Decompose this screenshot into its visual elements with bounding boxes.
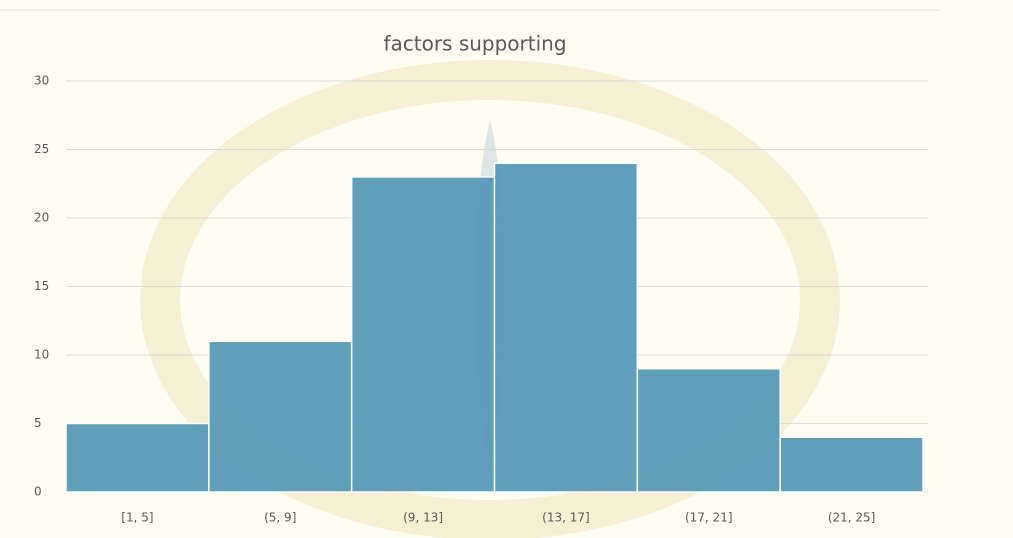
x-tick-label: (9, 13]	[403, 511, 443, 525]
x-tick-label: [1, 5]	[121, 511, 153, 525]
bar	[209, 341, 352, 492]
chart-title: factors supporting	[383, 32, 566, 56]
y-tick-label: 20	[34, 211, 49, 225]
bar	[66, 424, 209, 493]
y-tick-label: 10	[34, 348, 49, 362]
x-tick-label: (5, 9]	[264, 511, 296, 525]
y-tick-label: 5	[34, 416, 42, 430]
y-tick-label: 25	[34, 142, 49, 156]
y-tick-label: 30	[34, 74, 49, 88]
chart: factors supporting 0 5 10 15 20 25 30 [1, 5] (5,…	[0, 0, 1013, 538]
bar	[352, 177, 495, 492]
x-tick-label: (17, 21]	[685, 511, 733, 525]
x-tick-label: (21, 25]	[828, 511, 876, 525]
y-tick-label: 15	[34, 279, 49, 293]
x-tick-label: (13, 17]	[542, 511, 590, 525]
bar	[780, 437, 923, 492]
y-tick-label: 0	[34, 485, 42, 499]
bar	[495, 163, 638, 492]
bar	[637, 369, 780, 492]
